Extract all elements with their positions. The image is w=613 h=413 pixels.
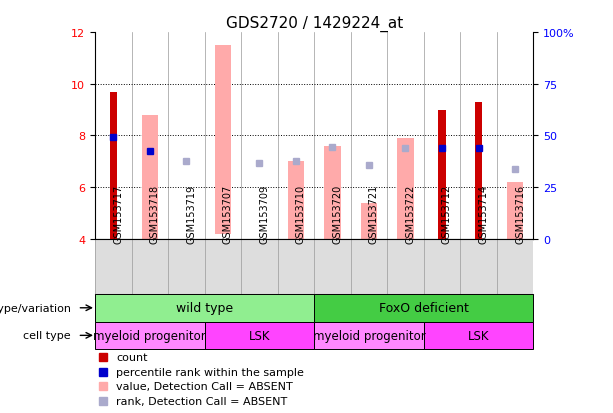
Text: myeloid progenitor: myeloid progenitor [313, 329, 425, 342]
Text: GSM153719: GSM153719 [186, 185, 196, 244]
Text: myeloid progenitor: myeloid progenitor [93, 329, 206, 342]
Text: count: count [116, 352, 148, 362]
Text: wild type: wild type [176, 301, 233, 315]
Bar [142, 116, 158, 239]
Text: GSM153712: GSM153712 [442, 185, 452, 244]
Text: GSM153718: GSM153718 [150, 185, 160, 244]
Text: rank, Detection Call = ABSENT: rank, Detection Call = ABSENT [116, 396, 287, 406]
Text: genotype/variation: genotype/variation [0, 303, 71, 313]
Text: GSM153710: GSM153710 [296, 185, 306, 244]
Bar [360, 203, 377, 239]
Bar [507, 183, 524, 239]
Bar [314, 322, 424, 349]
Text: GSM153707: GSM153707 [223, 185, 233, 244]
Bar [287, 162, 304, 239]
Text: GSM153717: GSM153717 [113, 185, 123, 244]
Bar [205, 322, 314, 349]
Text: cell type: cell type [23, 330, 71, 341]
Text: GSM153720: GSM153720 [332, 185, 343, 244]
Text: value, Detection Call = ABSENT: value, Detection Call = ABSENT [116, 382, 293, 392]
Text: GSM153716: GSM153716 [515, 185, 525, 244]
Text: FoxO deficient: FoxO deficient [379, 301, 469, 315]
Bar [95, 322, 205, 349]
Text: LSK: LSK [249, 329, 270, 342]
Bar [438, 110, 446, 239]
Bar [424, 322, 533, 349]
Text: GSM153722: GSM153722 [405, 185, 416, 244]
Text: GSM153721: GSM153721 [369, 185, 379, 244]
Bar [475, 103, 482, 239]
Bar [95, 294, 314, 322]
Text: GSM153709: GSM153709 [259, 185, 269, 244]
Bar [215, 46, 231, 234]
Bar [397, 139, 414, 239]
Title: GDS2720 / 1429224_at: GDS2720 / 1429224_at [226, 16, 403, 32]
Text: LSK: LSK [468, 329, 489, 342]
Bar [110, 93, 117, 239]
Text: GSM153714: GSM153714 [479, 185, 489, 244]
Text: percentile rank within the sample: percentile rank within the sample [116, 367, 304, 377]
Bar [314, 294, 533, 322]
Bar [324, 147, 341, 239]
